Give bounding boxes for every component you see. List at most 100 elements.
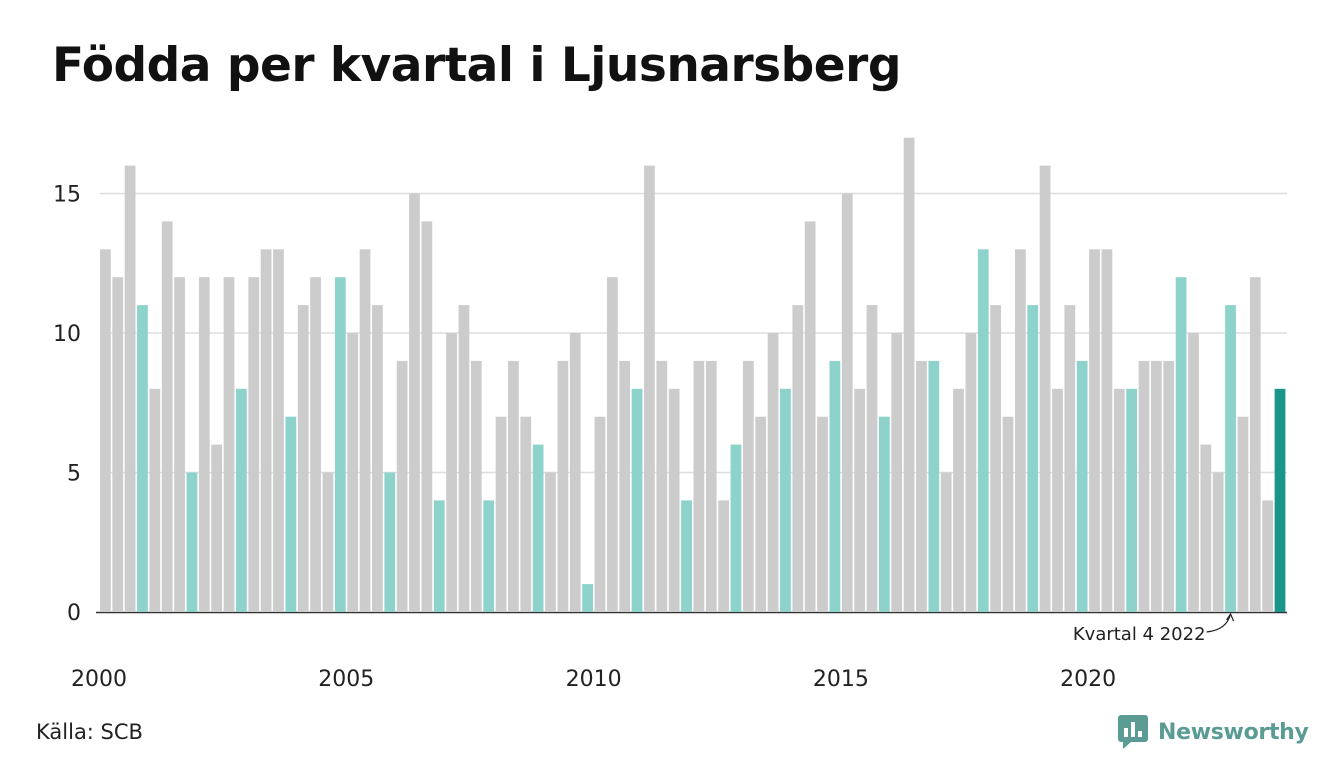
bar-chart: 0 5 10 15 2000 2005 2010 2015 2020 Kvartal 4 20… [53,137,1287,692]
bar [174,277,185,612]
bar [1175,277,1187,612]
brand-logo[interactable]: Newsworthy [1118,714,1309,750]
bar [940,472,952,612]
bar [631,388,643,612]
bar [780,388,791,612]
bar [693,360,705,612]
x-axis-labels: 2000 2005 2010 2015 2020 [71,667,1116,692]
y-tick-label: 10 [53,322,81,347]
bar [1089,249,1100,613]
brand-name: Newsworthy [1158,719,1309,745]
bar [458,305,470,612]
bar [508,360,519,612]
bar [1064,305,1076,612]
bar [1113,388,1125,612]
annotation: Kvartal 4 2022 [1073,612,1235,645]
bar [705,360,717,612]
bar [1212,472,1224,612]
bar [285,416,297,612]
bar [792,305,804,612]
bar [990,305,1002,612]
bar [248,277,260,612]
bar [644,165,655,612]
x-tick-label: 2010 [566,667,622,692]
bar [1262,500,1274,612]
bar [619,360,631,612]
bar [520,416,532,612]
bar [681,500,692,612]
bar [829,360,841,612]
x-tick-label: 2015 [813,667,869,692]
bar [545,472,556,612]
bar [495,416,507,612]
bar [236,388,247,612]
bar [668,388,680,612]
bar [260,249,272,613]
bar [384,472,396,612]
bar [409,193,420,612]
bar [273,249,284,613]
bar [112,277,124,612]
bar [211,444,223,612]
bar [137,305,148,612]
bar [965,333,977,612]
bar [1225,305,1236,612]
bar [977,249,989,613]
bar [767,333,779,612]
bar [569,333,581,612]
bar [916,360,927,612]
bar [953,388,964,612]
bar [161,221,173,612]
annotation-label: Kvartal 4 2022 [1073,624,1206,645]
bar [433,500,445,612]
bar [817,416,828,612]
x-tick-label: 2005 [318,667,374,692]
bar [718,500,729,612]
bar [606,277,618,612]
bar [1076,360,1088,612]
bar [532,444,544,612]
bar [1027,305,1039,612]
bar [1014,249,1026,613]
bar [878,416,890,612]
bar [841,193,853,612]
bar [1039,165,1051,612]
x-tick-label: 2000 [71,667,127,692]
bar [891,333,903,612]
bar [854,388,865,612]
bar [804,221,816,612]
bar [755,416,767,612]
bar [334,277,346,612]
bar [1002,416,1014,612]
bar [297,305,309,612]
bar [322,472,334,612]
bar [1101,249,1113,613]
bar [742,360,754,612]
newsworthy-logo-icon [1118,715,1148,749]
bar [1237,416,1249,612]
bar [1150,360,1162,612]
y-tick-label: 5 [67,462,81,487]
bar [372,305,383,612]
bar [186,472,198,612]
y-tick-label: 15 [53,183,81,208]
x-tick-label: 2020 [1060,667,1116,692]
y-axis-labels: 0 5 10 15 [53,183,81,627]
bar [149,388,161,612]
source-note: Källa: SCB [36,720,143,744]
bar [1274,388,1286,612]
bar [557,360,569,612]
bar [223,277,235,612]
bar [730,444,742,612]
chart-title: Födda per kvartal i Ljusnarsberg [52,38,902,93]
bar [470,360,482,612]
annotation-arrowhead [1226,612,1235,622]
bar [359,249,371,613]
bar [1163,360,1175,612]
bar [100,249,111,613]
bar [421,221,433,612]
bar [903,137,915,612]
bar [198,277,210,612]
y-tick-label: 0 [67,601,81,626]
bar [656,360,668,612]
